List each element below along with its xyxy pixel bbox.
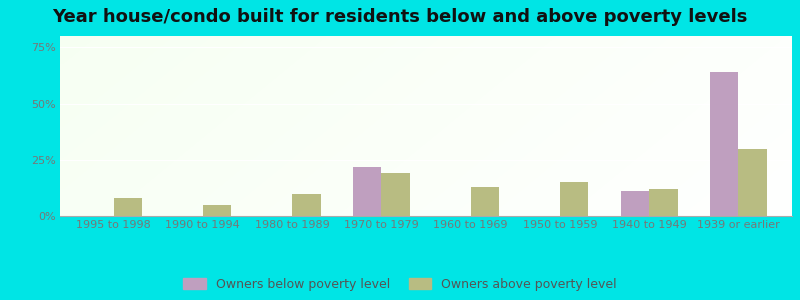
Bar <box>203 205 231 216</box>
Bar <box>649 189 678 216</box>
Bar <box>292 194 321 216</box>
Bar <box>382 173 410 216</box>
Bar <box>738 148 767 216</box>
Bar <box>114 198 142 216</box>
Bar <box>470 187 499 216</box>
Legend: Owners below poverty level, Owners above poverty level: Owners below poverty level, Owners above… <box>183 278 617 291</box>
Bar <box>353 167 382 216</box>
Bar <box>560 182 589 216</box>
Bar <box>710 72 738 216</box>
Text: Year house/condo built for residents below and above poverty levels: Year house/condo built for residents bel… <box>52 8 748 26</box>
Bar <box>621 191 649 216</box>
